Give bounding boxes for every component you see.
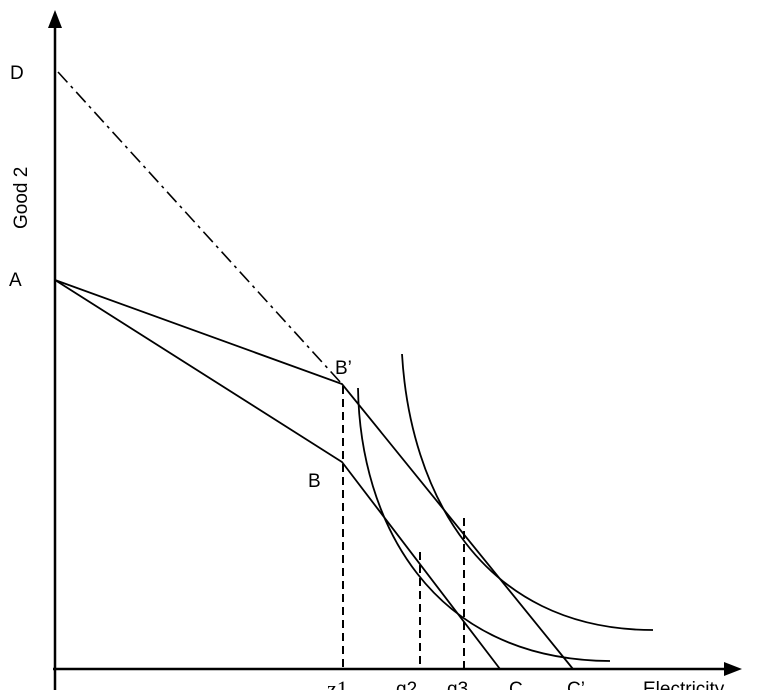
label-b: B: [308, 471, 321, 492]
label-z1: z1: [327, 676, 348, 690]
indifference-curve-upper: [401, 353, 654, 631]
x-axis-arrowhead: [724, 662, 742, 676]
indifference-curve-lower: [357, 387, 611, 662]
label-a: A: [9, 270, 22, 291]
label-b-prime: B’: [335, 358, 352, 379]
dash-dot-line-d-to-b-prime: [57, 71, 343, 385]
budget-line-a-b-prime-c-prime: [54, 279, 574, 670]
y-axis-title: Good 2: [11, 167, 32, 229]
label-d: D: [10, 63, 24, 84]
y-axis-arrowhead: [48, 10, 62, 28]
label-q3: q3: [447, 679, 468, 690]
label-c: C: [509, 679, 523, 690]
budget-line-a-b-c: [54, 279, 501, 670]
label-c-prime: C’: [567, 679, 585, 690]
x-axis-title: Electricity: [643, 679, 725, 690]
label-q2: q2: [396, 679, 417, 690]
